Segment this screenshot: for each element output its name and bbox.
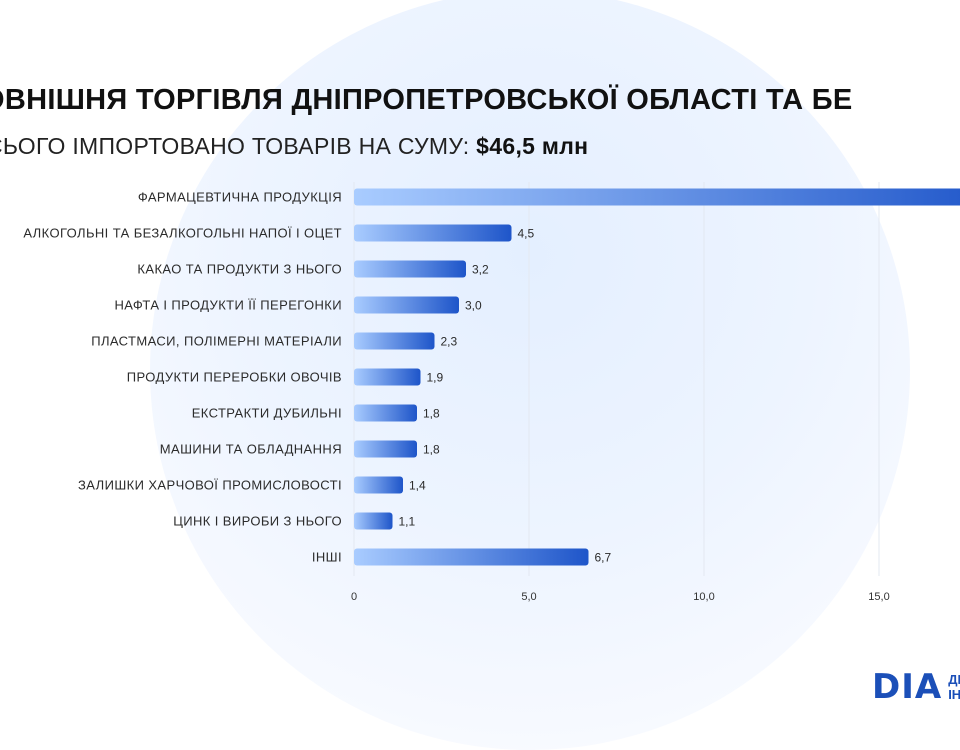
logo-text: DIA [872,667,943,707]
chart-subtitle: СЬОГО ІМПОРТОВАНО ТОВАРІВ НА СУМУ: $46,5… [0,133,588,160]
category-label: ЗАЛИШКИ ХАРЧОВОЇ ПРОМИСЛОВОСТІ [78,478,342,493]
category-label: ЕКСТРАКТИ ДУБИЛЬНІ [192,406,342,421]
bar [354,188,960,206]
data-label: 6,7 [595,551,612,565]
bar [354,368,421,386]
bar [354,512,393,530]
x-tick-label: 0 [351,591,357,603]
data-label: 3,2 [472,263,489,277]
data-label: 1,8 [423,443,440,457]
data-label: 3,0 [465,299,482,313]
x-tick-label: 5,0 [521,591,536,603]
data-label: 1,9 [427,371,444,385]
x-tick-label: 15,0 [868,591,889,603]
bar [354,548,589,566]
bar [354,332,435,350]
data-label: 2,3 [441,335,458,349]
bar [354,440,417,458]
category-label: АЛКОГОЛЬНІ ТА БЕЗАЛКОГОЛЬНІ НАПОЇ І ОЦЕТ [23,226,342,241]
category-label: ЦИНК І ВИРОБИ З НЬОГО [173,514,342,529]
bar [354,296,459,314]
subtitle-amount: $46,5 млн [476,133,589,159]
category-label: НАФТА І ПРОДУКТИ ЇЇ ПЕРЕГОНКИ [114,298,342,313]
category-label: ПРОДУКТИ ПЕРЕРОБКИ ОВОЧІВ [127,370,342,385]
logo-small-text: ДН ІНІ [948,672,960,702]
subtitle-prefix: СЬОГО ІМПОРТОВАНО ТОВАРІВ НА СУМУ: [0,133,470,159]
bar [354,404,417,422]
x-tick-label: 10,0 [693,591,714,603]
category-label: ІНШІ [312,550,342,565]
category-label: МАШИНИ ТА ОБЛАДНАННЯ [160,442,342,457]
bar [354,476,403,494]
background-circle [150,0,910,750]
bar-chart: 0 5,0 10,0 15,0 ФАРМАЦЕВТИЧНА ПРОДУКЦІЯ АЛКОГ… [23,182,960,603]
bar [354,224,512,242]
data-label: 1,1 [399,515,416,529]
dia-logo: DIA ДН ІНІ [872,668,960,706]
data-label: 1,8 [423,407,440,421]
category-label: ПЛАСТМАСИ, ПОЛІМЕРНІ МАТЕРІАЛИ [91,334,342,349]
category-label: КАКАО ТА ПРОДУКТИ З НЬОГО [137,262,342,277]
chart-title: ОВНІШНЯ ТОРГІВЛЯ ДНІПРОПЕТРОВСЬКОЇ ОБЛАС… [0,84,853,116]
data-label: 4,5 [518,227,535,241]
data-label: 1,4 [409,479,426,493]
category-label: ФАРМАЦЕВТИЧНА ПРОДУКЦІЯ [138,190,342,205]
bar [354,260,466,278]
